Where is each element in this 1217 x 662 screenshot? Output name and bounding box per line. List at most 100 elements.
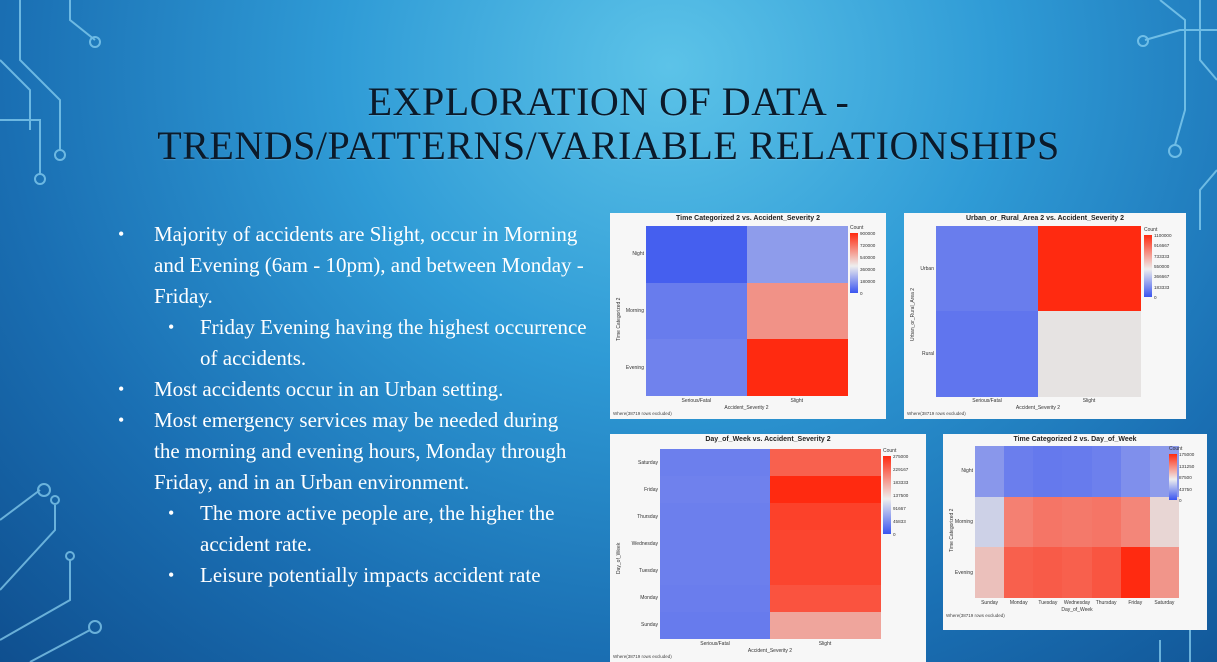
legend-tick-label: 360000 [860,267,876,272]
heatmap-panel-time-vs-severity: Time Categorized 2 vs. Accident_Severity… [610,213,886,419]
y-tick-label: Friday [644,486,658,493]
heatmap-cell [660,530,771,559]
bullet-text: Majority of accidents are Slight, occur … [154,222,584,308]
heatmap-cell [1004,446,1034,498]
bullet-dot: • [118,379,125,399]
bullet-item: • Majority of accidents are Slight, occur… [118,219,588,312]
y-tick-label: Wednesday [631,541,658,547]
heatmap-cell [1033,496,1063,548]
heatmap-cell [770,503,881,531]
bullet-dot: • [168,565,175,585]
x-tick-label: Saturday [1154,600,1175,606]
y-tick-label: Saturday [637,459,658,466]
legend-title: Count [1169,446,1183,452]
heatmap-cell [660,557,771,586]
heatmap-cell [746,226,848,284]
heatmap-cell [770,449,881,477]
slide-title-line2: TRENDS/PATTERNS/VARIABLE RELATIONSHIPS [157,123,1060,168]
heatmap-cell [1091,547,1122,599]
legend-color-bar [883,456,891,534]
y-tick-label: Morning [954,519,973,525]
chart-title: Urban_or_Rural_Area 2 vs. Accident_Sever… [965,215,1125,222]
bullet-item: • Leisure potentially impacts accident ra… [118,560,588,591]
legend-tick-label: 137500 [893,493,909,498]
bullet-text: Leisure potentially impacts accident rat… [200,563,541,587]
y-tick-label: Monday [640,595,658,602]
x-tick-label: Thursday [1095,600,1117,606]
bullet-text: Most emergency services may be needed du… [154,408,567,494]
legend-title: Count [1144,227,1158,233]
heatmap-cell [1062,446,1093,498]
heatmap-panel-area-vs-severity: Urban_or_Rural_Area 2 vs. Accident_Sever… [904,213,1186,419]
legend-title: Count [850,225,864,231]
bullet-item: • Most emergency services may be needed d… [118,405,588,498]
y-tick-label: Tuesday [639,568,658,575]
chart-footnote: Where(38719 rows excluded) [613,654,672,659]
heatmap-cell [1004,547,1034,599]
chart-title: Time Categorized 2 vs. Accident_Severity… [676,215,820,222]
y-tick-label: Evening [954,569,973,576]
heatmap-cell [1062,547,1093,599]
x-tick-label: Wednesday [1063,600,1091,606]
heatmap-panel-day-vs-severity: Day_of_Week vs. Accident_Severity 2 Satur… [610,434,926,662]
legend-tick-label: 229167 [893,467,909,472]
y-axis-title: Time Categorized 2 [616,297,622,341]
x-axis-title: Accident_Severity 2 [1015,405,1061,411]
x-tick-label: Slight [790,398,803,404]
y-tick-label: Evening [625,364,644,371]
legend-tick-label: 0 [1154,295,1157,300]
heatmap-cell [936,311,1039,397]
legend-tick-label: 45833 [893,519,906,524]
bullet-text: Friday Evening having the highest occurr… [200,315,587,370]
x-tick-label: Serious/Fatal [681,398,711,404]
legend-tick-label: 733333 [1154,253,1170,259]
legend-tick-label: 180000 [860,279,876,284]
y-tick-label: Urban [920,265,934,272]
legend-tick-label: 720000 [860,243,876,248]
heatmap-cell [1062,496,1093,548]
legend-tick-label: 91667 [893,506,906,511]
bullet-text: Most accidents occur in an Urban setting… [154,377,504,401]
y-tick-label: Night [632,251,644,258]
legend-tick-label: 550000 [1154,264,1170,269]
heatmap-cell [660,476,771,504]
heatmap-cell [1149,496,1180,548]
x-tick-label: Slight [1082,398,1096,404]
y-tick-label: Thursday [637,513,658,520]
y-tick-label: Morning [625,308,644,314]
y-axis-title: Day_of_Week [616,542,622,574]
heatmap-panel-time-vs-day: Time Categorized 2 vs. Day_of_Week Night M… [943,434,1207,630]
heatmap-cell [1149,547,1180,599]
x-tick-label: Slight [818,641,832,647]
heatmap-cell [1004,496,1034,548]
legend-tick-label: 366667 [1154,274,1170,280]
legend-tick-label: 916667 [1154,243,1170,249]
legend-color-bar [1169,454,1177,500]
bullet-dot: • [118,410,125,430]
heatmap-cell [746,282,848,340]
bullet-dot: • [168,317,175,337]
heatmap-cell [975,496,1005,548]
legend-color-bar [1144,235,1152,297]
chart-footnote: Where(38719 rows excluded) [946,613,1005,618]
heatmap-cell [936,226,1039,312]
legend-tick-label: 900000 [860,231,876,236]
heatmap-cell [1038,311,1141,397]
heatmap-cell [646,226,747,284]
x-tick-label: Monday [1009,600,1028,606]
legend-tick-label: 175000 [1179,452,1195,457]
heatmap-cell [646,282,747,340]
x-tick-label: Serious/Fatal [972,398,1002,404]
heatmap-cell [660,449,771,477]
x-tick-label: Sunday [981,600,999,606]
heatmap-cell [1038,226,1141,312]
chart-title: Time Categorized 2 vs. Day_of_Week [1013,436,1137,443]
bullet-dot: • [168,503,175,523]
x-axis-title: Day_of_Week [1061,607,1093,613]
heatmap-cell [770,611,881,640]
chart-title: Day_of_Week vs. Accident_Severity 2 [705,436,831,443]
y-axis-title: Time Categorized 2 [949,508,955,552]
heatmap-cell [1120,547,1151,599]
y-tick-label: Sunday [641,622,658,629]
